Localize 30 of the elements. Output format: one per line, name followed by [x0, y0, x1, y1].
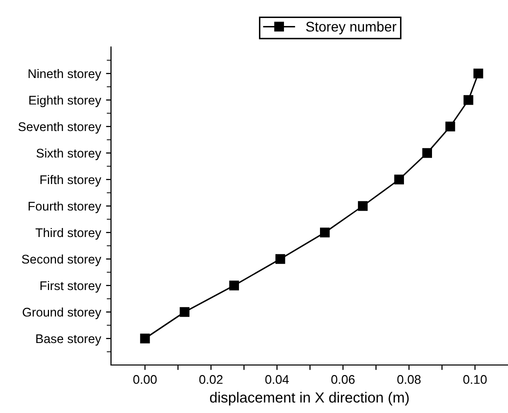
point: [275, 254, 286, 264]
point: [464, 95, 474, 105]
legend-label: Storey number: [306, 21, 396, 34]
y-tick-label: Base storey: [36, 334, 102, 346]
y-tick-label: Fifth storey: [40, 174, 102, 187]
y-tick-label: Seventh storey: [18, 122, 102, 134]
point: [445, 122, 456, 132]
point: [358, 201, 368, 211]
x-tick-label: 0.08: [397, 375, 421, 384]
x-tick-label: 0.02: [199, 375, 223, 384]
point: [320, 228, 330, 238]
y-tick-label: Eighth storey: [29, 95, 102, 108]
point: [422, 148, 432, 158]
y-tick-label: Second storey: [22, 254, 102, 266]
y-tick-label: Fourth storey: [28, 201, 102, 214]
y-tick-label: Third storey: [36, 228, 102, 240]
x-tick-label: 0.06: [331, 375, 355, 384]
point: [394, 174, 404, 184]
point: [140, 334, 150, 344]
y-tick-label: Ground storey: [22, 307, 102, 320]
x-tick-label: 0.04: [265, 375, 289, 384]
point: [180, 307, 190, 317]
y-tick-label: Sixth storey: [36, 148, 102, 160]
x-axis-title: displacement in X direction (m): [210, 392, 409, 406]
y-tick-label: Nineth storey: [28, 68, 102, 81]
x-tick-label: 0.10: [463, 375, 487, 384]
x-tick-label: 0.00: [133, 375, 157, 384]
y-tick-label: First storey: [40, 280, 102, 293]
point: [229, 280, 239, 290]
point: [473, 68, 484, 78]
